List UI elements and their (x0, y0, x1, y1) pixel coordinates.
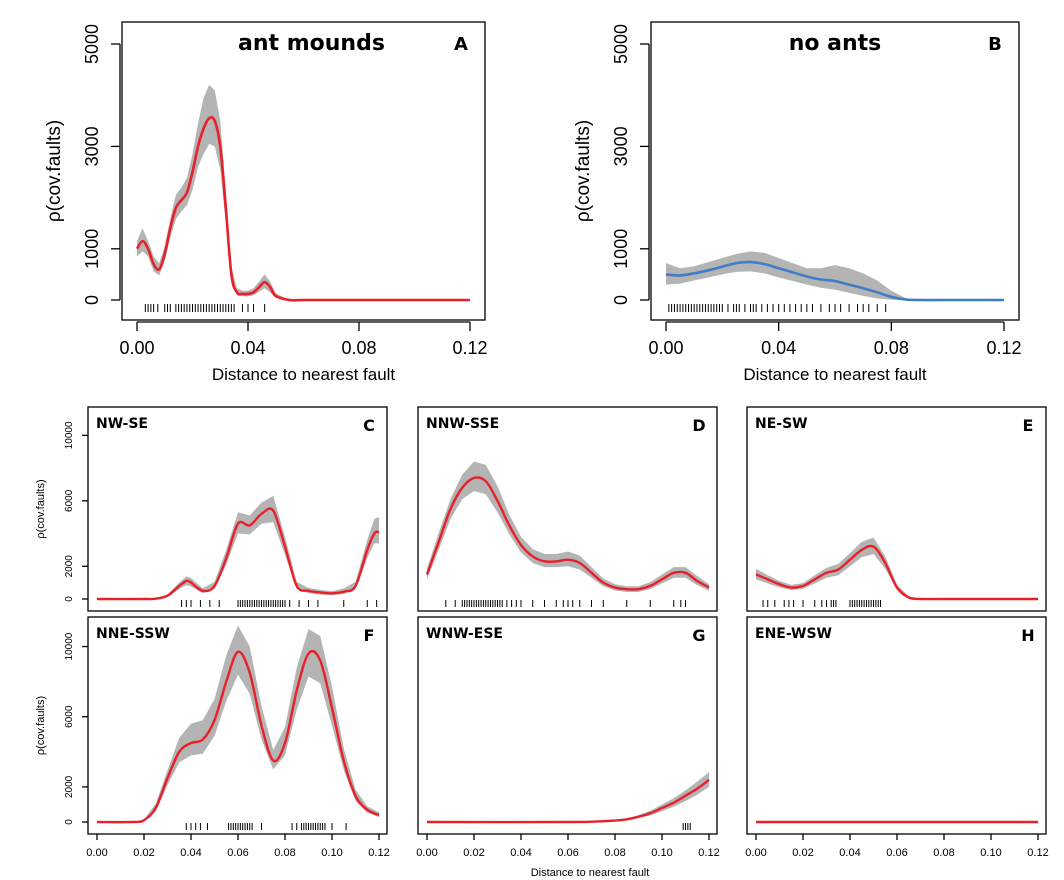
x-tick-label-F-4: 0.08 (274, 847, 295, 859)
x-tick-label-B-3: 0.12 (986, 338, 1021, 358)
y-axis-label-F: ρ(cov.faults) (35, 696, 47, 755)
density-line-F (96, 650, 380, 824)
panel-orientation-D: NNW-SSE (426, 416, 499, 432)
panel-orientation-E: NE-SW (755, 416, 808, 432)
x-tick-label-G-1: 0.02 (463, 847, 484, 859)
x-tick-label-A-0: 0.00 (119, 338, 154, 358)
panel-letter-A: A (454, 34, 468, 55)
plot-frame-A (121, 21, 486, 321)
x-tick-label-H-3: 0.06 (886, 847, 907, 859)
y-axis-label-B: ρ(cov.faults) (573, 120, 594, 222)
x-tick-label-G-3: 0.06 (557, 847, 578, 859)
x-axis-label-B: Distance to nearest fault (743, 365, 927, 384)
density-line-E (755, 544, 1038, 601)
y-tick-label-F-2: 6000 (64, 705, 75, 728)
x-tick-label-G-5: 0.10 (651, 847, 672, 859)
x-tick-label-H-5: 0.10 (980, 847, 1001, 859)
x-tick-label-H-6: 0.12 (1027, 847, 1048, 859)
x-tick-label-A-2: 0.08 (341, 338, 376, 358)
x-tick-label-A-3: 0.12 (452, 338, 487, 358)
panel-D: NNW-SSE D (417, 406, 718, 612)
x-tick-label-A-1: 0.04 (230, 338, 265, 358)
y-tick-label-A-2: 3000 (82, 126, 102, 166)
plot-frame-H (746, 616, 1047, 835)
confidence-band-E (756, 537, 1038, 599)
panel-letter-B: B (988, 34, 1002, 55)
panel-C: 0 2000 6000 10000 ρ(cov.faults) NW-SE C (35, 406, 388, 612)
panel-title-A: ant mounds (238, 31, 385, 56)
x-tick-label-H-4: 0.08 (933, 847, 954, 859)
x-tick-label-F-2: 0.04 (180, 847, 201, 859)
panel-letter-C: C (363, 416, 375, 435)
panel-E: NE-SW E (746, 406, 1047, 612)
density-line-G (426, 778, 710, 824)
x-tick-label-F-0: 0.00 (86, 847, 107, 859)
plot-frame-D (417, 406, 718, 612)
x-tick-label-F-1: 0.02 (133, 847, 154, 859)
plot-frame-C (87, 406, 388, 612)
panel-F: 0.00 0.02 0.04 0.06 0.08 0.10 0.12 0 2000 6000 100… (35, 616, 390, 859)
panel-letter-D: D (692, 416, 705, 435)
y-tick-label-F-3: 10000 (64, 632, 75, 660)
y-tick-label-C-1: 2000 (64, 555, 75, 578)
shared-x-axis-label: Distance to nearest fault (531, 867, 650, 879)
x-tick-label-B-2: 0.08 (874, 338, 909, 358)
confidence-band-B (666, 251, 1004, 300)
x-tick-label-B-0: 0.00 (648, 338, 683, 358)
panel-letter-G: G (692, 626, 705, 645)
x-tick-label-B-1: 0.04 (761, 338, 796, 358)
panel-orientation-C: NW-SE (96, 416, 148, 432)
y-tick-label-B-3: 5000 (611, 24, 631, 64)
x-tick-label-H-1: 0.02 (792, 847, 813, 859)
confidence-band-F (97, 625, 379, 822)
panel-G: 0.00 0.02 0.04 0.06 0.08 0.10 0.12 WNW-ESE G (416, 616, 720, 859)
panel-orientation-G: WNW-ESE (426, 626, 503, 642)
y-tick-label-A-1: 1000 (82, 229, 102, 269)
x-tick-label-G-6: 0.12 (698, 847, 719, 859)
density-line-D (425, 476, 710, 591)
density-line-C (96, 507, 380, 601)
confidence-band-C (97, 495, 379, 599)
panel-title-B: no ants (789, 31, 882, 56)
confidence-band-D (427, 461, 709, 592)
panel-letter-F: F (364, 626, 375, 645)
y-tick-label-A-3: 5000 (82, 24, 102, 64)
density-line-B (665, 260, 1004, 302)
y-tick-label-B-2: 3000 (611, 126, 631, 166)
x-axis-label-A: Distance to nearest fault (212, 365, 396, 384)
panel-orientation-H: ENE-WSW (755, 626, 832, 642)
panel-letter-H: H (1021, 626, 1034, 645)
x-tick-label-G-4: 0.08 (604, 847, 625, 859)
x-tick-label-F-3: 0.06 (227, 847, 248, 859)
panel-letter-E: E (1023, 416, 1034, 435)
plot-frame-E (746, 406, 1047, 612)
panel-H: 0.00 0.02 0.04 0.06 0.08 0.10 0.12 ENE-WSW H (745, 616, 1049, 859)
y-tick-label-C-2: 6000 (64, 489, 75, 512)
x-tick-label-F-5: 0.10 (321, 847, 342, 859)
x-tick-label-F-6: 0.12 (368, 847, 389, 859)
panel-orientation-F: NNE-SSW (96, 626, 170, 642)
y-tick-label-B-1: 1000 (611, 229, 631, 269)
plot-frame-B (650, 21, 1020, 321)
x-tick-label-H-0: 0.00 (745, 847, 766, 859)
panel-B: 0.00 0.04 0.08 0.12 Distance to nearest faul… (573, 21, 1022, 384)
panel-A: 0.00 0.04 0.08 0.12 Distance to nearest faul… (44, 21, 488, 384)
density-line-A (135, 115, 470, 302)
y-axis-label-A: ρ(cov.faults) (44, 120, 65, 222)
y-tick-label-C-3: 10000 (64, 421, 75, 449)
y-axis-label-C: ρ(cov.faults) (35, 479, 47, 538)
x-tick-label-G-0: 0.00 (416, 847, 437, 859)
y-tick-label-B-0: 0 (611, 295, 631, 305)
y-tick-label-F-1: 2000 (64, 775, 75, 798)
y-tick-label-F-0: 0 (64, 819, 75, 825)
x-tick-label-G-2: 0.04 (510, 847, 531, 859)
y-tick-label-A-0: 0 (82, 295, 102, 305)
confidence-band-G (427, 772, 709, 822)
y-tick-label-C-0: 0 (64, 596, 75, 602)
x-tick-label-H-2: 0.04 (839, 847, 860, 859)
